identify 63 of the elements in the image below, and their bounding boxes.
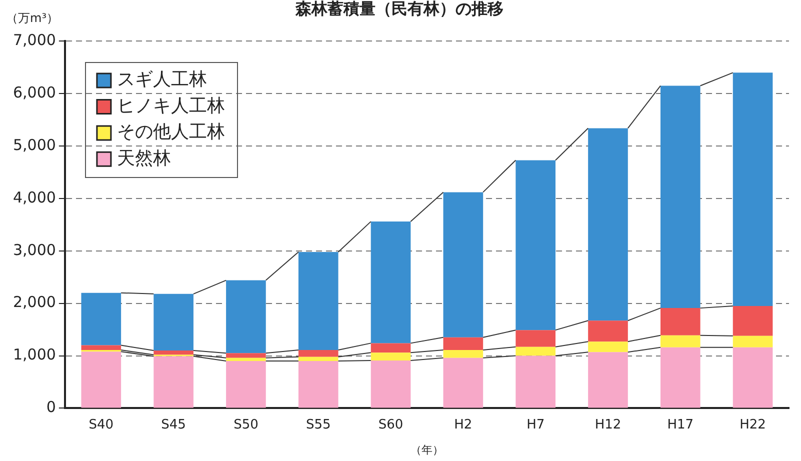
x-tick-label: H7: [526, 417, 545, 432]
bar: [732, 347, 773, 408]
y-tick-label: 7,000: [12, 31, 56, 50]
bar: [516, 160, 556, 330]
bar: [660, 308, 700, 336]
bar: [370, 360, 411, 408]
bar: [516, 346, 556, 356]
bar: [154, 350, 194, 355]
y-tick-label: 5,000: [12, 136, 56, 154]
bar: [443, 337, 484, 350]
x-tick-label: S50: [234, 417, 258, 432]
bar: [588, 342, 628, 352]
x-tick-label: H2: [454, 417, 472, 432]
bar: [588, 352, 628, 408]
bar: [226, 353, 266, 358]
bar: [516, 330, 556, 347]
bar: [298, 361, 338, 408]
x-axis-title: （年）: [410, 443, 444, 456]
bar: [226, 361, 266, 408]
x-tick-label: S45: [161, 417, 186, 432]
bar: [443, 350, 484, 358]
legend-label: 天然林: [116, 148, 171, 169]
legend-label: ヒノキ人工林: [116, 95, 225, 116]
y-tick-label: 4,000: [12, 188, 56, 206]
bar: [443, 358, 484, 408]
y-tick-label: 1,000: [12, 346, 56, 364]
y-tick-label: 0: [46, 398, 56, 416]
bar: [732, 306, 773, 336]
legend-label: その他人工林: [116, 122, 225, 143]
x-tick-label: H22: [740, 417, 766, 432]
bar: [660, 335, 700, 348]
bar: [516, 356, 556, 408]
bar: [588, 320, 628, 342]
bar: [588, 128, 628, 321]
x-tick-label: H17: [667, 417, 694, 432]
bar: [660, 347, 700, 408]
bar: [154, 294, 194, 351]
bar: [298, 356, 338, 362]
chart-title: 森林蓄積量（民有林）の推移: [294, 0, 504, 18]
bar: [298, 252, 338, 350]
x-tick-label: H12: [594, 417, 622, 432]
bar: [298, 350, 338, 357]
bar: [443, 192, 484, 338]
bar: [154, 356, 194, 408]
legend-label: スギ人工林: [116, 69, 207, 90]
bar: [81, 352, 122, 408]
bar: [370, 343, 411, 353]
y-tick-label: 2,000: [12, 293, 56, 312]
bar: [226, 358, 266, 362]
bar: [81, 292, 122, 346]
bar: [370, 352, 411, 360]
bar: [226, 280, 266, 354]
bar: [732, 336, 773, 348]
bar: [370, 222, 411, 344]
y-tick-label: 3,000: [12, 240, 56, 259]
bar: [660, 86, 700, 308]
x-tick-label: S55: [306, 417, 331, 432]
x-tick-label: S60: [378, 417, 404, 432]
y-axis-title: （万m³）: [6, 10, 58, 27]
x-tick-label: S40: [88, 417, 114, 432]
bar: [81, 345, 122, 350]
y-tick-label: 6,000: [12, 84, 56, 102]
bar: [732, 72, 773, 306]
